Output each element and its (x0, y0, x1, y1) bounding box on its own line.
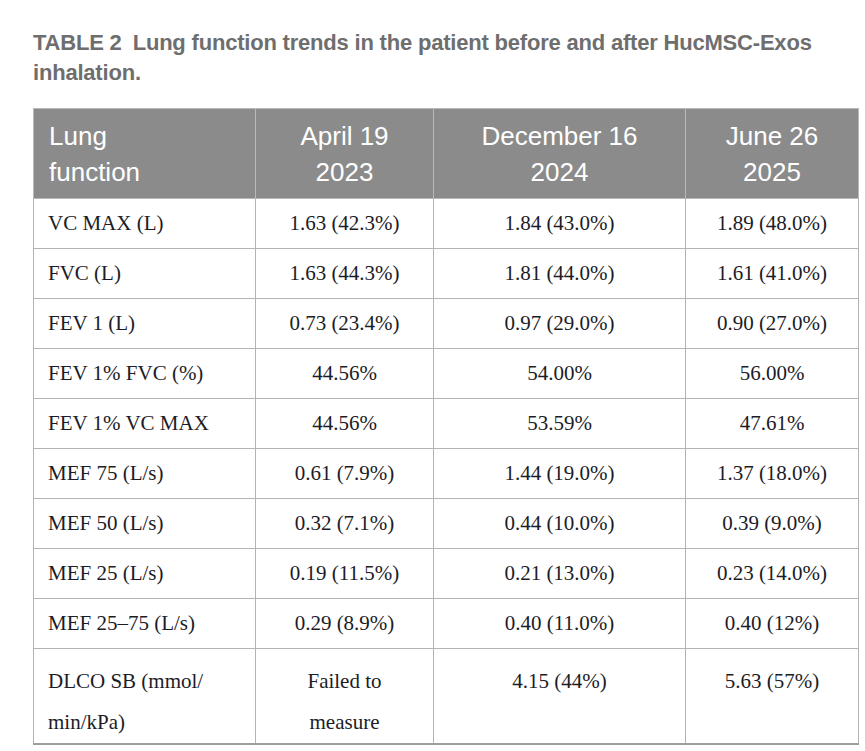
cell-value: 0.39 (9.0%) (686, 499, 859, 549)
row-label: MEF 75 (L/s) (34, 449, 256, 499)
cell-value: 1.63 (44.3%) (256, 249, 434, 299)
header-cell-april-2023: April 19 2023 (256, 109, 434, 199)
cell-value: 0.29 (8.9%) (256, 599, 434, 649)
cell-value: 0.90 (27.0%) (686, 299, 859, 349)
table-row: FEV 1 (L)0.73 (23.4%)0.97 (29.0%)0.90 (2… (34, 299, 859, 349)
table-row: MEF 25 (L/s)0.19 (11.5%)0.21 (13.0%)0.23… (34, 549, 859, 599)
cell-value: 0.32 (7.1%) (256, 499, 434, 549)
page: TABLE 2Lung function trends in the patie… (0, 0, 865, 745)
row-label: FEV 1 (L) (34, 299, 256, 349)
cell-value: 5.63 (57%) (686, 649, 859, 745)
table-row: VC MAX (L)1.63 (42.3%)1.84 (43.0%)1.89 (… (34, 199, 859, 249)
cell-value: 1.89 (48.0%) (686, 199, 859, 249)
cell-value: 1.84 (43.0%) (434, 199, 686, 249)
cell-value: 0.23 (14.0%) (686, 549, 859, 599)
table-caption-text: Lung function trends in the patient befo… (33, 30, 812, 85)
table-row: MEF 75 (L/s)0.61 (7.9%)1.44 (19.0%)1.37 … (34, 449, 859, 499)
row-label: VC MAX (L) (34, 199, 256, 249)
cell-value: 0.61 (7.9%) (256, 449, 434, 499)
header-row: Lung function April 19 2023 December 16 … (34, 109, 859, 199)
table-row: DLCO SB (mmol/ min/kPa)Failed to measure… (34, 649, 859, 745)
cell-value: 0.97 (29.0%) (434, 299, 686, 349)
cell-value: 1.81 (44.0%) (434, 249, 686, 299)
cell-value: 54.00% (434, 349, 686, 399)
row-label: FEV 1% VC MAX (34, 399, 256, 449)
cell-value: 44.56% (256, 349, 434, 399)
row-label: FVC (L) (34, 249, 256, 299)
cell-value: 0.40 (12%) (686, 599, 859, 649)
cell-value: 0.73 (23.4%) (256, 299, 434, 349)
cell-value: 0.21 (13.0%) (434, 549, 686, 599)
row-label: MEF 50 (L/s) (34, 499, 256, 549)
cell-value: 47.61% (686, 399, 859, 449)
header-cell-december-2024: December 16 2024 (434, 109, 686, 199)
cell-value: Failed to measure (256, 649, 434, 745)
cell-value: 0.44 (10.0%) (434, 499, 686, 549)
row-label: DLCO SB (mmol/ min/kPa) (34, 649, 256, 745)
table-caption-label: TABLE 2 (33, 30, 122, 55)
row-label: MEF 25–75 (L/s) (34, 599, 256, 649)
row-label: MEF 25 (L/s) (34, 549, 256, 599)
table-header: Lung function April 19 2023 December 16 … (34, 109, 859, 199)
table-row: MEF 50 (L/s)0.32 (7.1%)0.44 (10.0%)0.39 … (34, 499, 859, 549)
cell-value: 53.59% (434, 399, 686, 449)
cell-value: 0.40 (11.0%) (434, 599, 686, 649)
row-label: FEV 1% FVC (%) (34, 349, 256, 399)
cell-value: 1.44 (19.0%) (434, 449, 686, 499)
header-cell-june-2025: June 26 2025 (686, 109, 859, 199)
table-row: FVC (L)1.63 (44.3%)1.81 (44.0%)1.61 (41.… (34, 249, 859, 299)
header-cell-lung-function: Lung function (34, 109, 256, 199)
table-row: MEF 25–75 (L/s)0.29 (8.9%)0.40 (11.0%)0.… (34, 599, 859, 649)
table-row: FEV 1% VC MAX44.56%53.59%47.61% (34, 399, 859, 449)
cell-value: 1.37 (18.0%) (686, 449, 859, 499)
cell-value: 1.61 (41.0%) (686, 249, 859, 299)
table-row: FEV 1% FVC (%)44.56%54.00%56.00% (34, 349, 859, 399)
table-caption: TABLE 2Lung function trends in the patie… (33, 28, 858, 88)
cell-value: 56.00% (686, 349, 859, 399)
lung-function-table: Lung function April 19 2023 December 16 … (33, 108, 859, 745)
cell-value: 4.15 (44%) (434, 649, 686, 745)
cell-value: 1.63 (42.3%) (256, 199, 434, 249)
table-body: VC MAX (L)1.63 (42.3%)1.84 (43.0%)1.89 (… (34, 199, 859, 745)
cell-value: 0.19 (11.5%) (256, 549, 434, 599)
cell-value: 44.56% (256, 399, 434, 449)
